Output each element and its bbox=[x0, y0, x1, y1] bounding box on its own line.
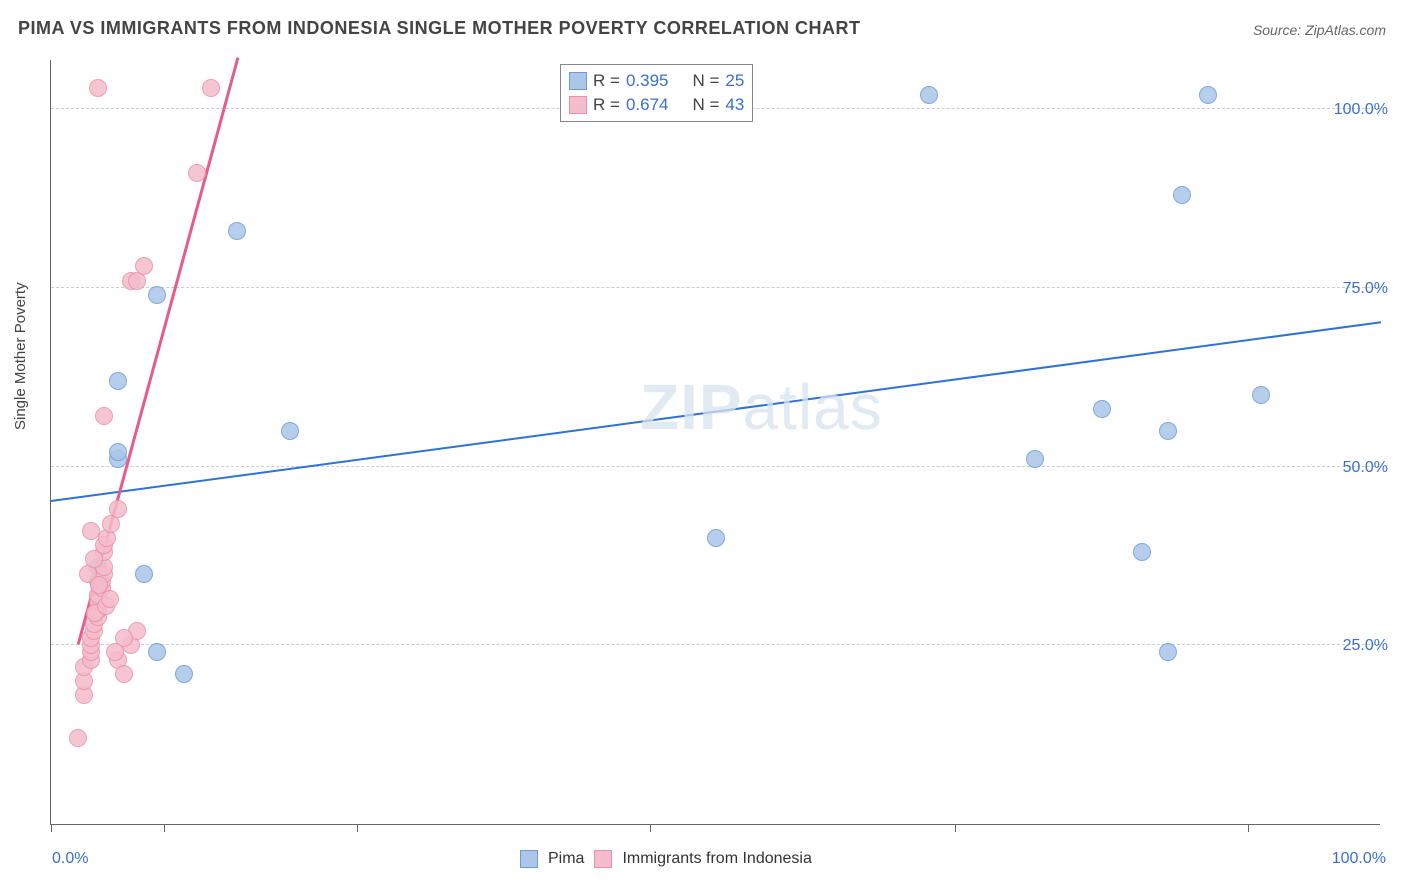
data-point bbox=[148, 643, 166, 661]
legend-swatch bbox=[594, 850, 612, 868]
y-axis-label: Single Mother Poverty bbox=[12, 282, 29, 430]
legend-r-label: R = bbox=[593, 71, 620, 91]
legend-series-label: Immigrants from Indonesia bbox=[622, 850, 811, 868]
gridline bbox=[51, 466, 1380, 467]
legend-r-label: R = bbox=[593, 95, 620, 115]
legend-n-label: N = bbox=[692, 95, 719, 115]
legend-swatch bbox=[569, 96, 587, 114]
data-point bbox=[109, 443, 127, 461]
legend-swatch bbox=[569, 72, 587, 90]
data-point bbox=[101, 590, 119, 608]
data-point bbox=[175, 665, 193, 683]
legend-n-label: N = bbox=[692, 71, 719, 91]
data-point bbox=[1173, 186, 1191, 204]
data-point bbox=[109, 372, 127, 390]
y-tick-label: 75.0% bbox=[1343, 280, 1388, 298]
data-point bbox=[228, 222, 246, 240]
data-point bbox=[89, 79, 107, 97]
legend-correlation: R = 0.395 N = 25 R = 0.674 N = 43 bbox=[560, 64, 753, 122]
x-tick bbox=[955, 824, 956, 832]
legend-n-value: 43 bbox=[725, 95, 744, 115]
data-point bbox=[135, 257, 153, 275]
data-point bbox=[202, 79, 220, 97]
gridline bbox=[51, 644, 1380, 645]
data-point bbox=[82, 522, 100, 540]
plot-area bbox=[50, 60, 1380, 825]
data-point bbox=[1093, 400, 1111, 418]
x-tick bbox=[1248, 824, 1249, 832]
y-tick-label: 100.0% bbox=[1334, 101, 1388, 119]
data-point bbox=[1159, 422, 1177, 440]
data-point bbox=[1026, 450, 1044, 468]
data-point bbox=[85, 550, 103, 568]
data-point bbox=[707, 529, 725, 547]
legend-r-value: 0.674 bbox=[626, 95, 669, 115]
x-tick-100: 100.0% bbox=[1332, 850, 1386, 868]
data-point bbox=[69, 729, 87, 747]
legend-n-value: 25 bbox=[725, 71, 744, 91]
data-point bbox=[115, 665, 133, 683]
data-point bbox=[95, 407, 113, 425]
legend-row: R = 0.395 N = 25 bbox=[569, 69, 744, 93]
x-tick bbox=[164, 824, 165, 832]
x-tick bbox=[51, 824, 52, 832]
y-tick-label: 25.0% bbox=[1343, 637, 1388, 655]
data-point bbox=[281, 422, 299, 440]
source-label: Source: ZipAtlas.com bbox=[1253, 22, 1386, 38]
legend-r-value: 0.395 bbox=[626, 71, 669, 91]
legend-swatch bbox=[520, 850, 538, 868]
legend-series-label: Pima bbox=[548, 850, 584, 868]
data-point bbox=[920, 86, 938, 104]
gridline bbox=[51, 287, 1380, 288]
data-point bbox=[135, 565, 153, 583]
data-point bbox=[188, 164, 206, 182]
x-tick-0: 0.0% bbox=[52, 850, 88, 868]
legend-row: R = 0.674 N = 43 bbox=[569, 93, 744, 117]
data-point bbox=[148, 286, 166, 304]
legend-series: Pima Immigrants from Indonesia bbox=[520, 850, 812, 868]
x-tick bbox=[650, 824, 651, 832]
data-point bbox=[1133, 543, 1151, 561]
data-point bbox=[109, 500, 127, 518]
data-point bbox=[1252, 386, 1270, 404]
x-tick bbox=[357, 824, 358, 832]
regression-line bbox=[51, 322, 1381, 503]
chart-title: PIMA VS IMMIGRANTS FROM INDONESIA SINGLE… bbox=[18, 18, 861, 39]
y-tick-label: 50.0% bbox=[1343, 459, 1388, 477]
data-point bbox=[106, 643, 124, 661]
data-point bbox=[1159, 643, 1177, 661]
data-point bbox=[1199, 86, 1217, 104]
